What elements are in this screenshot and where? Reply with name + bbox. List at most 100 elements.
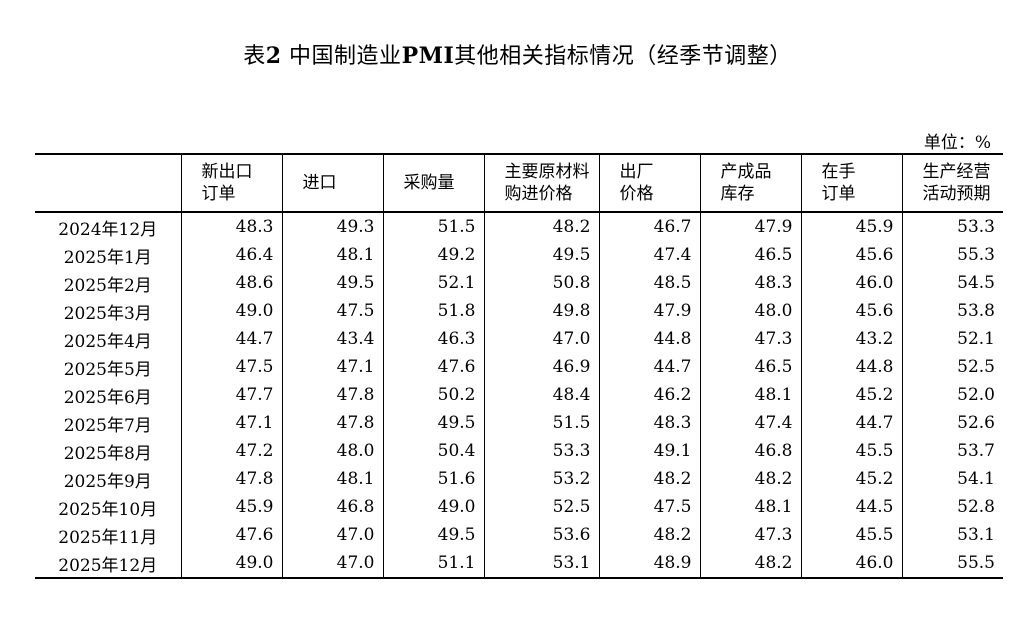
table-cell: 47.2 xyxy=(180,437,282,465)
table-cell: 52.5 xyxy=(901,353,1003,381)
table-cell: 48.2 xyxy=(598,465,700,493)
unit-label: 单位：% xyxy=(923,133,991,153)
table-cell: 53.3 xyxy=(483,437,599,465)
title-pmi: PMI xyxy=(401,43,455,69)
table-title: 表2 中国制造业PMI其他相关指标情况（经季节调整） xyxy=(0,38,1035,70)
table-cell: 47.6 xyxy=(382,353,484,381)
table-cell: 48.3 xyxy=(699,269,801,297)
row-period: 2025年9月 xyxy=(63,471,152,492)
table-cell: 45.2 xyxy=(800,381,902,409)
column-header-line1: 在手 xyxy=(821,162,856,182)
column-header: 新出口 订单 xyxy=(180,154,282,213)
table-cell: 48.5 xyxy=(598,269,700,297)
table-cell: 54.5 xyxy=(901,269,1003,297)
table-row: 2025年5月 47.5 47.1 47.6 46.9 44.7 46.5 44.8 52.5 xyxy=(35,353,1003,381)
table-cell: 47.7 xyxy=(180,381,282,409)
table-cell: 53.3 xyxy=(901,212,1003,241)
table-cell: 47.4 xyxy=(598,241,700,269)
table-cell: 44.5 xyxy=(800,493,902,521)
table-cell: 47.9 xyxy=(699,212,801,241)
row-period: 2024年12月 xyxy=(58,219,158,240)
table-cell: 50.2 xyxy=(382,381,484,409)
table-cell: 47.6 xyxy=(180,521,282,549)
table-cell: 53.8 xyxy=(901,297,1003,325)
table-cell: 48.1 xyxy=(281,241,383,269)
table-cell: 44.7 xyxy=(598,353,700,381)
table-row: 2025年10月 45.9 46.8 49.0 52.5 47.5 48.1 44.5 52.8 xyxy=(35,493,1003,521)
column-header-line2: 订单 xyxy=(821,184,856,204)
column-header xyxy=(35,154,181,213)
table-cell: 49.3 xyxy=(281,212,383,241)
table-cell: 48.3 xyxy=(180,212,282,241)
table-cell: 46.0 xyxy=(800,269,902,297)
table-cell: 53.6 xyxy=(483,521,599,549)
table-cell: 55.3 xyxy=(901,241,1003,269)
column-header: 产成品 库存 xyxy=(699,154,801,213)
title-number: 2 xyxy=(265,43,282,69)
title-part2: 其他相关指标情况（经季节调整） xyxy=(454,44,792,69)
table-row: 2025年4月 44.7 43.4 46.3 47.0 44.8 47.3 43.2 52.1 xyxy=(35,325,1003,353)
title-part1: 中国制造业 xyxy=(281,44,402,69)
column-header-line1: 新出口 xyxy=(201,162,253,182)
table-body: 2024年12月 48.3 49.3 51.5 48.2 46.7 47.9 45.9 53.3… xyxy=(35,212,1003,578)
table-cell: 51.5 xyxy=(483,409,599,437)
row-period: 2025年7月 xyxy=(63,415,152,436)
column-header: 采购量 xyxy=(382,154,484,213)
table-cell: 51.1 xyxy=(382,549,484,578)
table-cell: 47.5 xyxy=(281,297,383,325)
table-row: 2025年11月 47.6 47.0 49.5 53.6 48.2 47.3 45.5 53.1 xyxy=(35,521,1003,549)
table-cell: 53.2 xyxy=(483,465,599,493)
table-cell: 53.7 xyxy=(901,437,1003,465)
table-cell: 49.8 xyxy=(483,297,599,325)
row-period: 2025年11月 xyxy=(58,527,158,548)
table-cell: 46.8 xyxy=(699,437,801,465)
column-header-line1: 进口 xyxy=(302,173,337,193)
table-cell: 46.0 xyxy=(800,549,902,578)
row-period: 2025年12月 xyxy=(58,555,158,576)
table-cell: 48.2 xyxy=(699,465,801,493)
table-cell: 47.9 xyxy=(598,297,700,325)
table-row: 2024年12月 48.3 49.3 51.5 48.2 46.7 47.9 45.9 53.3 xyxy=(35,212,1003,241)
table-cell: 51.6 xyxy=(382,465,484,493)
table-row: 2025年3月 49.0 47.5 51.8 49.8 47.9 48.0 45.6 53.8 xyxy=(35,297,1003,325)
table-cell: 45.9 xyxy=(180,493,282,521)
table-row: 2025年7月 47.1 47.8 49.5 51.5 48.3 47.4 44.7 52.6 xyxy=(35,409,1003,437)
table-cell: 52.1 xyxy=(901,325,1003,353)
table-cell: 46.5 xyxy=(699,241,801,269)
table-cell: 52.8 xyxy=(901,493,1003,521)
column-header-line1: 采购量 xyxy=(403,173,455,193)
table-cell: 54.1 xyxy=(901,465,1003,493)
table-row: 2025年9月 47.8 48.1 51.6 53.2 48.2 48.2 45.2 54.1 xyxy=(35,465,1003,493)
column-header-line1: 主要原材料 xyxy=(504,162,590,182)
table-cell: 51.8 xyxy=(382,297,484,325)
table-cell: 46.3 xyxy=(382,325,484,353)
table-cell: 48.0 xyxy=(281,437,383,465)
table-cell: 45.5 xyxy=(800,521,902,549)
table-cell: 52.1 xyxy=(382,269,484,297)
row-period: 2025年1月 xyxy=(63,247,152,268)
column-header: 主要原材料 购进价格 xyxy=(483,154,599,213)
table-cell: 47.0 xyxy=(483,325,599,353)
row-period: 2025年2月 xyxy=(63,275,152,296)
table-cell: 48.9 xyxy=(598,549,700,578)
table-cell: 48.6 xyxy=(180,269,282,297)
table-cell: 45.6 xyxy=(800,241,902,269)
table-cell: 49.2 xyxy=(382,241,484,269)
table-cell: 44.8 xyxy=(800,353,902,381)
table-cell: 45.5 xyxy=(800,437,902,465)
table-cell: 48.0 xyxy=(699,297,801,325)
row-period: 2025年8月 xyxy=(63,443,152,464)
column-header-line1: 生产经营 xyxy=(922,162,991,182)
table-cell: 47.3 xyxy=(699,521,801,549)
table-cell: 49.0 xyxy=(180,297,282,325)
table-cell: 47.8 xyxy=(281,381,383,409)
row-period: 2025年3月 xyxy=(63,303,152,324)
table-cell: 53.1 xyxy=(901,521,1003,549)
table-cell: 44.7 xyxy=(180,325,282,353)
table-cell: 50.4 xyxy=(382,437,484,465)
row-period: 2025年4月 xyxy=(63,331,152,352)
column-header-line1: 出厂 xyxy=(619,162,654,182)
table-cell: 43.2 xyxy=(800,325,902,353)
table-cell: 45.6 xyxy=(800,297,902,325)
table-cell: 52.6 xyxy=(901,409,1003,437)
